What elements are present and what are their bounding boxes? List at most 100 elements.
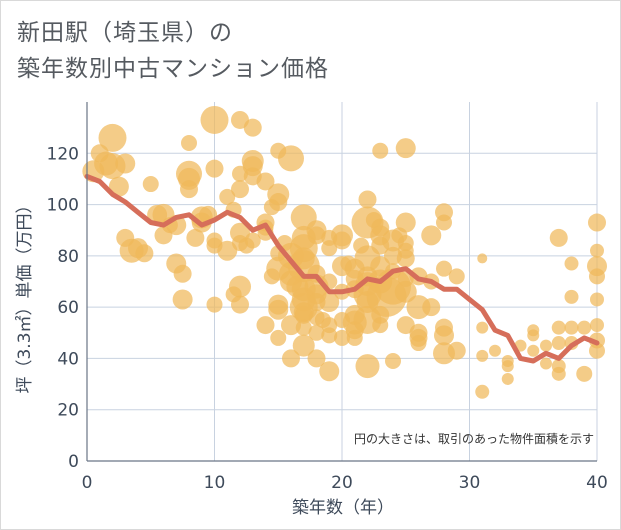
data-bubble [436,214,452,231]
data-bubble [540,357,552,370]
x-tick-label: 20 [331,473,353,493]
data-bubble [395,138,416,159]
data-bubble [244,232,261,249]
data-bubble [476,349,489,362]
data-bubble [115,153,136,174]
data-bubble [231,295,249,314]
data-bubble [501,360,514,373]
y-tick-label: 100 [47,196,79,216]
data-bubble [434,325,454,346]
data-bubble [282,349,300,368]
data-bubble [589,342,605,359]
data-bubble [135,244,154,263]
data-bubble [295,319,312,336]
data-bubble [551,366,566,381]
data-bubble [527,329,540,342]
bubble-series [82,105,607,399]
y-tick-label: 120 [47,144,79,164]
data-bubble [231,180,249,199]
data-bubble [590,318,604,333]
data-bubble [422,298,441,317]
data-bubble [308,324,325,341]
data-bubble [281,315,301,336]
data-bubble [475,384,490,399]
data-bubble [576,365,593,382]
size-annotation: 円の大きさは、取引のあった物件面積を示す [354,431,594,446]
x-tick-label: 10 [204,473,226,493]
data-bubble [549,228,568,247]
data-bubble [372,142,389,159]
average-price-line [84,173,600,364]
x-tick-label: 30 [459,473,481,493]
data-bubble [319,292,340,313]
data-bubble [346,329,363,346]
data-bubble [447,341,466,360]
data-bubble [269,193,288,212]
data-bubble [372,317,389,334]
chart-title: 新田駅（埼玉県）の 築年数別中古マンション価格 [17,15,329,87]
data-bubble [319,361,340,382]
data-bubble [142,176,159,193]
data-bubble [268,299,289,320]
data-bubble [410,335,427,352]
data-bubble [98,123,127,152]
data-bubble [588,213,606,232]
data-bubble [206,296,223,313]
data-bubble [186,228,205,247]
data-bubble [477,253,488,264]
x-axis-label: 築年数（年） [292,498,394,518]
data-bubble [577,320,592,335]
data-bubble [394,280,417,303]
data-bubble [489,344,501,357]
data-bubble [108,176,129,197]
data-bubble [243,118,262,137]
data-bubble [396,249,415,268]
data-bubble [172,289,193,310]
axes: 0 20 40 60 80 100 120 0 10 20 30 40 [47,102,608,493]
data-bubble [292,334,315,357]
data-bubble [395,212,416,233]
data-bubble [564,256,579,271]
data-bubble [448,268,465,285]
data-bubble [355,354,380,379]
y-tick-label: 20 [57,401,79,421]
title-line-2: 築年数別中古マンション価格 [17,56,329,82]
data-bubble [321,240,338,257]
data-bubble [173,264,192,283]
data-bubble [307,349,326,368]
data-bubble [278,145,304,172]
data-bubble [421,225,442,246]
grid-lines [86,102,598,462]
data-bubble [358,190,377,209]
data-bubble [256,172,275,191]
data-bubble [256,316,275,335]
data-bubble [219,188,236,205]
data-bubble [476,321,489,334]
data-bubble [334,329,350,346]
data-bubble [205,159,224,178]
data-bubble [270,329,287,346]
data-bubble [527,344,540,357]
data-bubble [406,295,431,320]
average-line-series [84,173,600,364]
data-bubble [564,320,579,335]
data-bubble [590,243,604,258]
data-bubble [564,289,579,304]
y-tick-label: 60 [57,298,79,318]
data-bubble [180,180,198,199]
data-bubble [321,327,338,344]
data-bubble [181,135,197,152]
x-tick-label: 40 [586,473,608,493]
data-bubble [294,305,313,324]
data-bubble [589,268,605,285]
x-tick-label: 0 [82,473,93,493]
y-tick-label: 0 [68,452,79,472]
data-bubble [551,336,566,351]
data-bubble [551,320,566,335]
y-axis-label: 坪（3.3㎡）単価（万円） [15,196,35,393]
data-bubble [333,231,351,250]
data-bubble [436,260,452,277]
data-bubble [200,105,229,134]
data-bubble [229,275,251,298]
